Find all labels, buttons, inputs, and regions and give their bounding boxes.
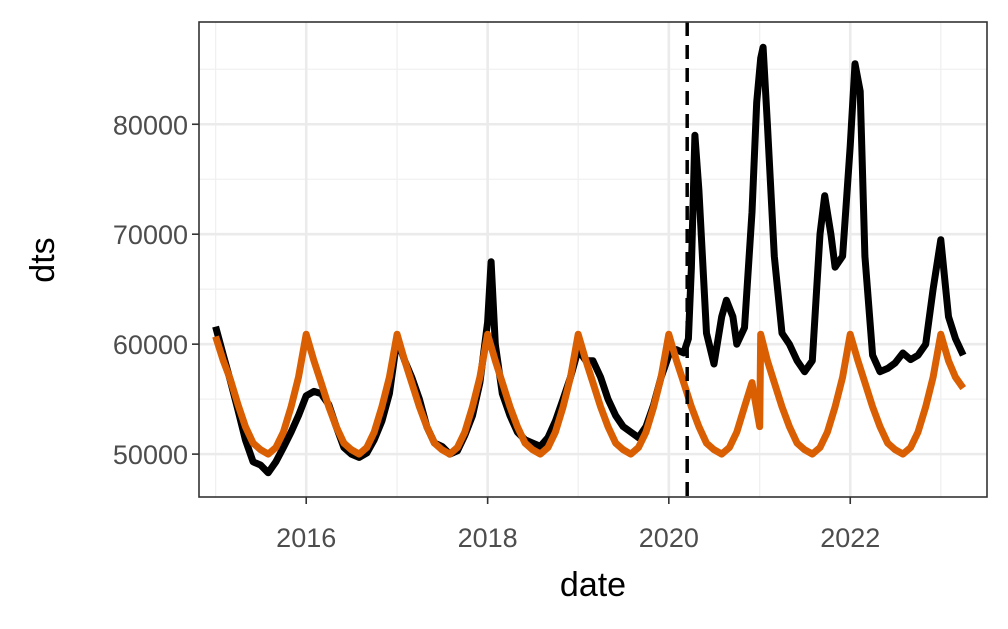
- x-axis-title: date: [560, 566, 626, 604]
- x-tick-label: 2016: [276, 523, 336, 553]
- x-tick-label: 2022: [820, 523, 880, 553]
- y-tick-labels: 50000 60000 70000 80000: [113, 110, 188, 470]
- y-tick-label: 80000: [113, 110, 188, 140]
- x-tick-labels: 2016 2018 2020 2022: [276, 523, 880, 553]
- y-tick-label: 50000: [113, 440, 188, 470]
- plot-border: [198, 21, 988, 498]
- y-axis-title: dts: [24, 237, 62, 282]
- y-tick-label: 70000: [113, 220, 188, 250]
- x-tick-label: 2018: [458, 523, 518, 553]
- series-line-2: [212, 330, 967, 458]
- series-layer: [212, 43, 967, 477]
- axis-ticks: [192, 123, 852, 504]
- plot-panel: [199, 22, 987, 497]
- major-gridlines: [199, 22, 987, 497]
- y-tick-label: 60000: [113, 330, 188, 360]
- x-tick-label: 2020: [639, 523, 699, 553]
